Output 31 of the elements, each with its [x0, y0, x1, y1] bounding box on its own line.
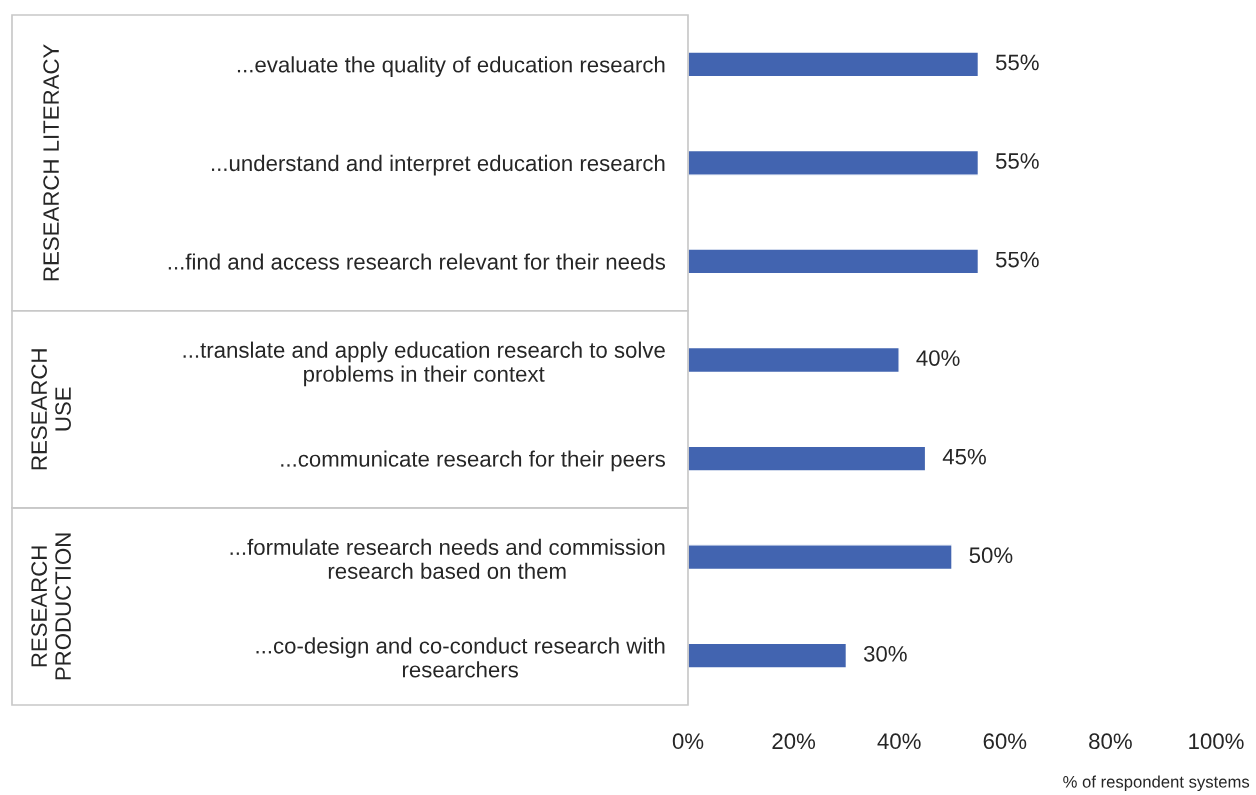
- x-tick-label: 0%: [672, 733, 704, 750]
- bar: [688, 544, 953, 571]
- bar: [688, 248, 980, 275]
- data-label: 30%: [863, 645, 907, 662]
- data-label: 55%: [995, 54, 1039, 71]
- x-tick-label: 100%: [1189, 733, 1244, 750]
- x-axis-title: % of respondent systems: [1063, 775, 1250, 792]
- y-tick-label: ...understand and interpret education research: [212, 154, 665, 176]
- y-tick-label: ...find and access research relevant for their needs: [168, 253, 666, 270]
- text: RESEARCH PRODUCTION: [31, 533, 71, 680]
- y-tick-label: ...communicate research for their peers: [281, 450, 665, 472]
- data-label: 50%: [969, 547, 1013, 564]
- bar: [688, 149, 980, 176]
- y-tick-label: ...translate and apply education research to solve problems in their context: [183, 341, 665, 387]
- y-tick-label: ...evaluate the quality of education research: [237, 56, 665, 77]
- data-label: 45%: [942, 448, 986, 465]
- text: RESEARCH LITERACY: [43, 44, 59, 281]
- y-tick-label: ...formulate research needs and commission research based on them: [230, 538, 665, 579]
- x-tick-label: 80%: [1089, 733, 1132, 750]
- data-label: 55%: [995, 153, 1039, 169]
- text: RESEARCH USE: [31, 349, 71, 470]
- bar: [688, 445, 927, 472]
- bar: [688, 642, 848, 669]
- bar: [688, 51, 980, 78]
- y-tick-label: ...co-design and co-conduct research with researchers: [256, 637, 665, 678]
- x-tick-label: 40%: [877, 733, 921, 750]
- data-label: 55%: [995, 251, 1039, 268]
- x-tick-label: 60%: [983, 733, 1027, 750]
- bar: [688, 346, 900, 374]
- data-label: 40%: [916, 350, 960, 366]
- x-tick-label: 20%: [772, 733, 816, 750]
